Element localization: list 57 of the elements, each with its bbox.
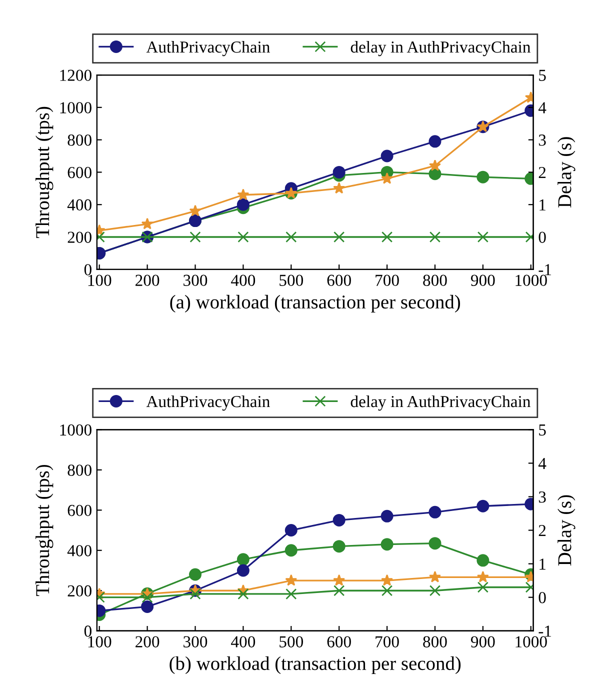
y-tick-label: 1000 bbox=[60, 102, 92, 114]
y2-tick-label: 4 bbox=[538, 458, 546, 469]
x-tick-label: 100 bbox=[88, 274, 112, 286]
x-axis-title: (a) workload (transaction per second) bbox=[170, 294, 460, 313]
y2-tick-label: 4 bbox=[538, 102, 546, 114]
y-tick-label: 600 bbox=[68, 166, 92, 178]
y-tick-label: 1200 bbox=[60, 70, 92, 81]
y-axis-title: Throughput (tps) bbox=[36, 464, 54, 596]
x-tick-label: 100 bbox=[88, 636, 112, 648]
x-tick-label: 200 bbox=[136, 636, 160, 648]
legend-label: AuthPrivacyChain bbox=[146, 395, 270, 411]
legend-label: delay in AuthPrivacyChain bbox=[350, 395, 530, 411]
x-tick-label: 500 bbox=[280, 274, 304, 286]
legend-label: AuthPrivacyChain bbox=[146, 40, 270, 56]
y-tick-label: 800 bbox=[68, 464, 92, 476]
x-tick-label: 500 bbox=[280, 636, 304, 648]
y2-tick-label: 1 bbox=[540, 199, 546, 210]
x-tick-label: 800 bbox=[423, 274, 447, 286]
x-tick-label: 300 bbox=[184, 636, 208, 648]
y2-tick-label: 0 bbox=[538, 232, 546, 243]
y2-tick-label: 2 bbox=[538, 525, 546, 536]
y2-tick-label: 5 bbox=[539, 424, 546, 436]
y-tick-label: 0 bbox=[84, 626, 92, 637]
y-tick-label: 600 bbox=[68, 504, 92, 516]
y2-axis-title: Delay (s) bbox=[558, 137, 576, 208]
x-tick-label: 400 bbox=[231, 274, 256, 286]
y2-tick-label: 1 bbox=[540, 558, 546, 570]
y-tick-label: 200 bbox=[68, 232, 92, 243]
x-tick-label: 200 bbox=[136, 274, 160, 286]
y-tick-label: 400 bbox=[67, 199, 92, 211]
y2-tick-label: -1 bbox=[538, 264, 552, 276]
legend-label: delay in AuthPrivacyChain bbox=[350, 40, 530, 56]
y-tick-label: 400 bbox=[67, 545, 92, 556]
y2-tick-label: 3 bbox=[538, 134, 546, 146]
y2-tick-label: 2 bbox=[538, 166, 546, 178]
x-tick-label: 900 bbox=[470, 274, 495, 286]
y2-tick-label: -1 bbox=[538, 626, 552, 637]
x-tick-label: 400 bbox=[231, 636, 256, 648]
y-axis-title: Throughput (tps) bbox=[36, 106, 54, 238]
y2-tick-label: 5 bbox=[539, 70, 546, 81]
x-tick-label: 700 bbox=[376, 636, 399, 648]
x-axis-title: (b) workload (transaction per second) bbox=[170, 656, 461, 674]
x-tick-label: 900 bbox=[470, 636, 495, 648]
y-tick-label: 1000 bbox=[60, 424, 92, 436]
x-tick-label: 300 bbox=[184, 274, 208, 286]
x-tick-label: 1000 bbox=[516, 636, 547, 648]
x-tick-label: 600 bbox=[327, 636, 351, 648]
y2-tick-label: 0 bbox=[538, 592, 546, 604]
y2-axis-title: Delay (s) bbox=[558, 495, 576, 566]
y2-tick-label: 3 bbox=[538, 491, 546, 503]
x-tick-label: 700 bbox=[376, 274, 399, 286]
x-tick-label: 600 bbox=[327, 274, 351, 286]
x-tick-label: 1000 bbox=[516, 274, 547, 286]
y-tick-label: 800 bbox=[68, 134, 92, 146]
x-tick-label: 800 bbox=[423, 636, 447, 648]
y-tick-label: 200 bbox=[68, 585, 92, 597]
y-tick-label: 0 bbox=[84, 264, 92, 276]
